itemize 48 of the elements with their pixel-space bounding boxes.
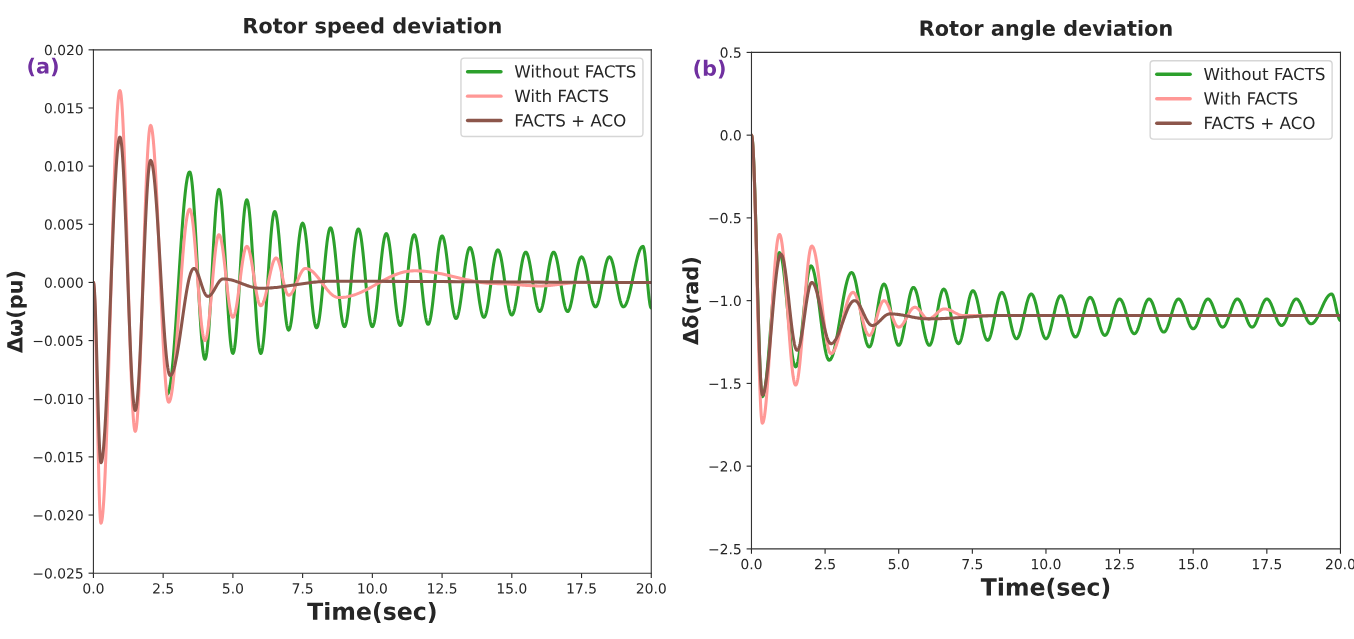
x-axis-title: Time(sec) — [980, 577, 1110, 599]
x-tick-label: 10.0 — [358, 583, 387, 594]
x-tick-label: 5.0 — [888, 558, 909, 570]
chart-title: Rotor speed deviation — [244, 17, 501, 38]
x-tick-label: 15.0 — [497, 583, 527, 594]
y-tick-label: −0.015 — [33, 451, 83, 463]
legend-label: With FACTS — [514, 89, 609, 103]
y-tick-label: 0.5 — [720, 47, 741, 58]
legend-label: Without FACTS — [1204, 67, 1325, 81]
y-axis-title: Δω(pu) — [6, 271, 27, 353]
legend-label: FACTS + ACO — [1205, 116, 1315, 130]
legend-label: Without FACTS — [514, 64, 636, 78]
y-tick-label: −1.5 — [709, 378, 741, 389]
y-tick-label: 0.000 — [44, 277, 83, 288]
y-tick-label: −0.005 — [33, 335, 83, 347]
y-tick-label: 0.005 — [44, 219, 83, 230]
y-axis-title: Δδ(rad) — [682, 258, 701, 345]
y-tick-label: 0.0 — [720, 130, 741, 141]
chart-title: Rotor angle deviation — [920, 19, 1172, 41]
y-tick-label: −0.025 — [33, 568, 83, 579]
x-tick-label: 12.5 — [428, 583, 457, 594]
text: (a) — [28, 57, 58, 77]
y-tick-label: 0.015 — [44, 102, 83, 114]
x-tick-label: 12.5 — [1105, 558, 1134, 570]
x-tick-label: 2.5 — [153, 583, 173, 594]
x-tick-label: 5.0 — [222, 583, 244, 594]
x-axis-title: Time(sec) — [307, 601, 436, 623]
y-tick-label: 0.020 — [44, 44, 83, 56]
y-tick-label: −0.010 — [33, 393, 83, 405]
x-tick-label: 20.0 — [636, 583, 666, 594]
x-tick-label: 0.0 — [83, 583, 104, 594]
y-tick-label: −1.0 — [709, 295, 741, 307]
x-tick-label: 10.0 — [1032, 558, 1061, 570]
x-tick-label: 2.5 — [815, 558, 835, 570]
legend-label: FACTS + ACO — [515, 114, 626, 127]
x-tick-label: 17.5 — [567, 583, 596, 594]
x-tick-label: 15.0 — [1179, 558, 1208, 570]
y-tick-label: −2.0 — [709, 461, 741, 472]
y-tick-label: −0.020 — [33, 510, 83, 521]
x-tick-label: 7.5 — [962, 559, 983, 570]
text: (b) — [694, 59, 725, 79]
y-tick-label: 0.010 — [44, 161, 83, 172]
y-tick-label: −0.5 — [709, 212, 741, 224]
x-tick-label: 0.0 — [741, 558, 762, 570]
y-tick-label: −2.5 — [709, 543, 741, 555]
legend-label: With FACTS — [1204, 91, 1298, 105]
x-tick-label: 7.5 — [292, 583, 313, 594]
x-tick-label: 17.5 — [1252, 559, 1282, 570]
